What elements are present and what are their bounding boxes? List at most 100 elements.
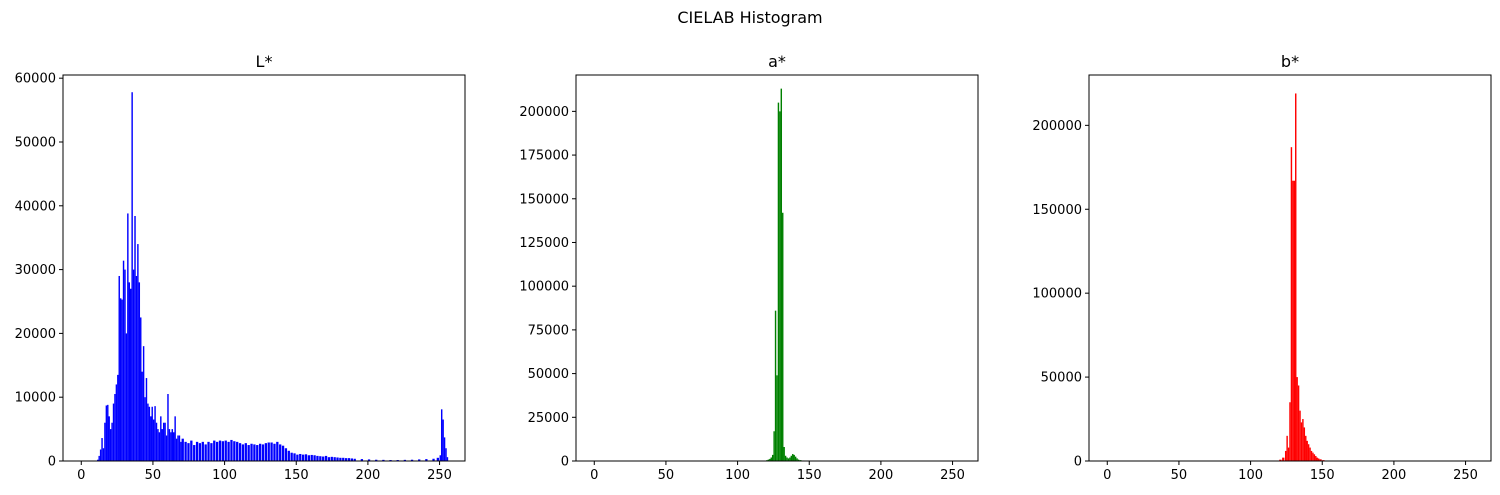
ticks-b: 0 50 100 150 200 250 0 50000 100000 150000 200000 (1032, 119, 1478, 483)
bar-a (794, 456, 797, 461)
bar-l (154, 406, 156, 461)
bar-l (148, 406, 151, 461)
x-tick-label-l: 250 (427, 468, 452, 483)
bar-b (1316, 457, 1318, 461)
bar-l (157, 429, 159, 461)
bar-l (236, 441, 239, 461)
bar-l (158, 432, 161, 461)
bar-l (330, 456, 333, 461)
bar-l (99, 449, 102, 461)
bar-l (122, 260, 125, 461)
bar-l (439, 455, 441, 461)
y-tick-label-b: 100000 (1032, 287, 1082, 302)
bar-a (777, 102, 780, 462)
bar-l (256, 445, 259, 461)
bar-l (221, 441, 225, 461)
bar-a (779, 111, 781, 462)
bar-l (436, 457, 439, 461)
bar-a (789, 457, 791, 461)
bar-l (446, 457, 449, 461)
bar-a (773, 431, 775, 461)
panel-title-a: a* (768, 52, 786, 71)
bar-b (1284, 450, 1287, 461)
y-tick-label-l: 60000 (15, 72, 56, 87)
bar-l (118, 275, 120, 461)
bar-l (140, 317, 142, 461)
bar-b (1319, 459, 1322, 461)
ticks-l: 0 50 100 150 200 250 0 10000 20000 30000 40000 5000… (15, 72, 452, 483)
bar-l (131, 92, 133, 461)
bar-l (115, 384, 118, 461)
bar-l (350, 458, 353, 461)
y-tick-label-l: 10000 (15, 391, 56, 406)
bar-l (382, 459, 385, 461)
bar-l (107, 404, 109, 461)
bar-l (125, 333, 128, 461)
bar-l (138, 282, 141, 461)
bar-a (782, 212, 784, 461)
bar-b (1302, 419, 1304, 461)
bar-l (347, 458, 351, 461)
bar-l (152, 419, 155, 461)
bar-l (273, 443, 276, 461)
bars-a (594, 88, 962, 462)
y-tick-label-b: 200000 (1032, 119, 1082, 134)
bar-l (322, 456, 325, 461)
y-tick-label-l: 20000 (15, 327, 56, 342)
bar-l (172, 432, 175, 461)
x-tick-label-l: 150 (284, 468, 309, 483)
bar-b (1307, 444, 1310, 461)
bar-l (134, 216, 136, 461)
bar-l (128, 282, 130, 461)
bar-l (279, 444, 282, 461)
bar-l (161, 429, 163, 461)
bar-l (333, 457, 336, 461)
bar-b (1315, 455, 1317, 461)
bar-l (144, 397, 146, 461)
bar-l (150, 416, 152, 461)
bar-l (276, 441, 279, 461)
bar-l (137, 244, 139, 461)
bar-a (792, 454, 794, 461)
panel-title-b: b* (1281, 52, 1299, 71)
bar-b (1317, 458, 1320, 461)
bar-l (119, 298, 122, 461)
bar-l (165, 435, 168, 461)
bar-l (193, 445, 196, 461)
bar-l (112, 403, 115, 461)
y-tick-label-b: 150000 (1032, 203, 1082, 218)
panel-a: a* 0 50 100 150 200 250 0 25000 50000 75000 100000… (519, 52, 979, 483)
bar-l (227, 441, 230, 461)
bar-l (442, 419, 444, 461)
bar-l (127, 213, 129, 461)
bar-l (97, 459, 99, 461)
bar-l (290, 452, 293, 461)
ticks-a: 0 50 100 150 200 250 0 25000 50000 75000 100000 125… (519, 105, 965, 483)
bar-l (284, 448, 288, 461)
y-tick-label-b: 0 (1074, 455, 1082, 470)
bar-l (167, 394, 169, 461)
bar-l (264, 443, 268, 461)
bar-a (771, 454, 774, 461)
bar-l (267, 442, 270, 461)
bar-l (319, 456, 322, 461)
x-tick-label-b: 150 (1310, 468, 1335, 483)
bar-l (117, 374, 119, 461)
bar-l (145, 378, 148, 461)
bar-l (198, 443, 202, 461)
bar-b (1309, 447, 1311, 461)
bar-l (124, 269, 126, 461)
x-tick-label-l: 50 (145, 468, 162, 483)
bar-l (432, 458, 435, 461)
bar-l (181, 438, 184, 461)
bar-l (101, 438, 103, 461)
bar-l (201, 441, 204, 461)
x-tick-label-a: 150 (797, 468, 822, 483)
bars-b (1107, 93, 1475, 462)
bar-l (135, 275, 138, 461)
bar-l (111, 422, 113, 461)
bar-b (1289, 402, 1291, 461)
bar-l (164, 422, 166, 461)
y-tick-label-l: 0 (48, 455, 56, 470)
bar-l (253, 444, 256, 461)
